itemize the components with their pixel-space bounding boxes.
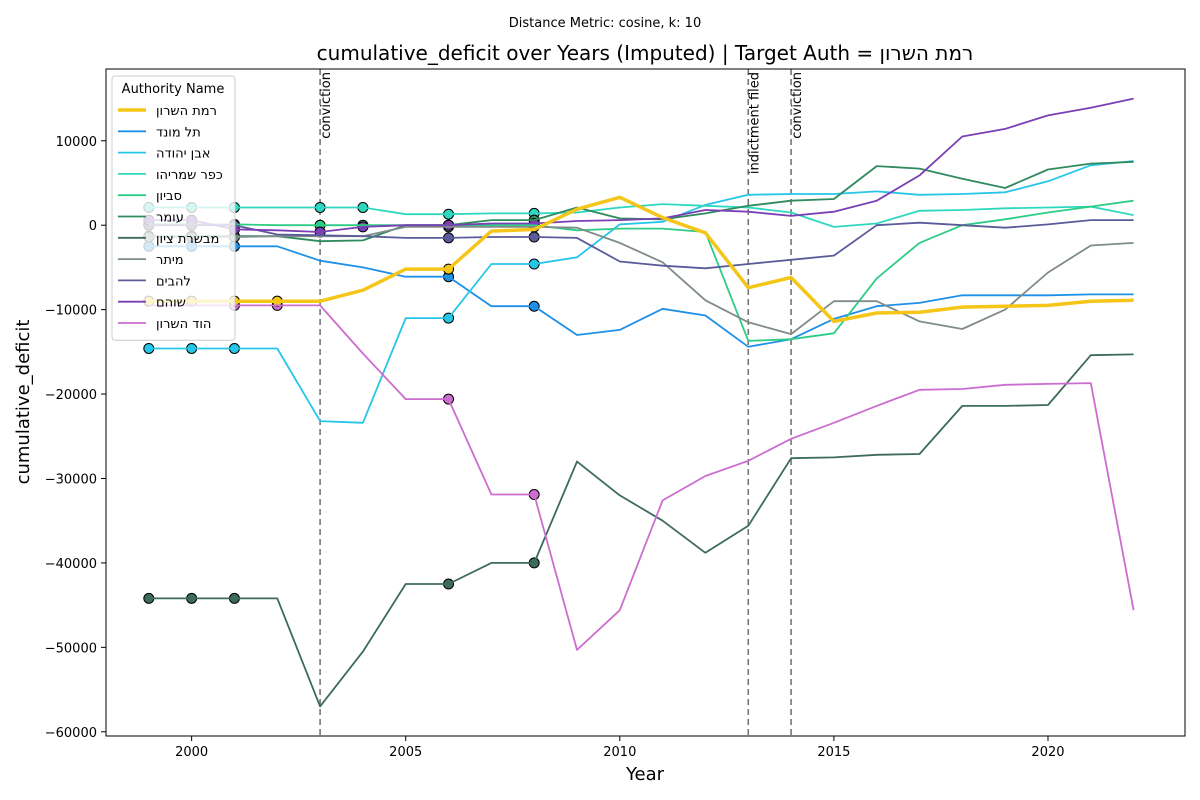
- series-line: [148, 353, 1134, 708]
- legend-entry: ןויבס: [156, 189, 182, 204]
- y-tick-label: 0: [89, 219, 97, 234]
- chart-suptitle: Distance Metric: cosine, k: 10: [509, 16, 701, 31]
- y-tick-label: −10000: [45, 304, 97, 319]
- legend-entry: ןורשה תמר: [156, 104, 217, 119]
- series-line: [148, 245, 1134, 348]
- y-tick-label: −20000: [45, 388, 97, 403]
- legend-box: [111, 75, 236, 341]
- x-tick-label: 2010: [603, 745, 636, 760]
- x-axis-label: Year: [625, 764, 665, 785]
- plot-area: 2000 2005 2010 2015 2020 −60000 −50000 −40000 −3…: [45, 68, 1186, 760]
- series-line: [148, 219, 1134, 270]
- legend-entry: ןורשה דוה: [156, 317, 211, 332]
- target-series-line: [148, 195, 1134, 324]
- x-tick-label: 2015: [817, 745, 850, 760]
- event-label: indictment filed: [747, 72, 762, 174]
- series-line: [148, 160, 1134, 424]
- chart-title: cumulative_deficit over Years (Imputed) …: [317, 41, 974, 65]
- legend-entry: הדוהי ןבא: [156, 147, 210, 162]
- event-label: conviction: [790, 72, 805, 139]
- legend-entry: רמוע: [156, 211, 184, 226]
- legend-entry: דנומ לת: [156, 125, 201, 140]
- y-tick-label: −30000: [45, 472, 97, 487]
- legend-entry: םהוש: [156, 296, 186, 311]
- series-line: [148, 97, 1134, 233]
- y-tick-label: 10000: [56, 135, 97, 150]
- legend-entry: והירמש רפכ: [156, 168, 223, 183]
- plot-frame: [105, 68, 1186, 737]
- series-line: [148, 199, 1134, 342]
- x-tick-label: 2005: [389, 745, 422, 760]
- y-tick-label: −60000: [45, 726, 97, 741]
- x-tick-label: 2000: [175, 745, 208, 760]
- x-tick-label: 2020: [1031, 745, 1064, 760]
- legend-title: Authority Name: [122, 82, 225, 97]
- y-tick-label: −40000: [45, 557, 97, 572]
- legend-entry: ןויצ תרשבמ: [156, 232, 219, 247]
- legend-entry: רתימ: [156, 253, 184, 268]
- event-label: conviction: [319, 72, 334, 139]
- legend: Authority Name ןורשה תמר דנומ לת הדוהי ןבא ו…: [111, 75, 236, 341]
- series-line: [148, 225, 1134, 336]
- legend-entry: םיבהל: [156, 274, 191, 289]
- series-line: [148, 304, 1135, 651]
- y-tick-label: −50000: [45, 641, 97, 656]
- y-axis-label: cumulative_deficit: [13, 320, 34, 485]
